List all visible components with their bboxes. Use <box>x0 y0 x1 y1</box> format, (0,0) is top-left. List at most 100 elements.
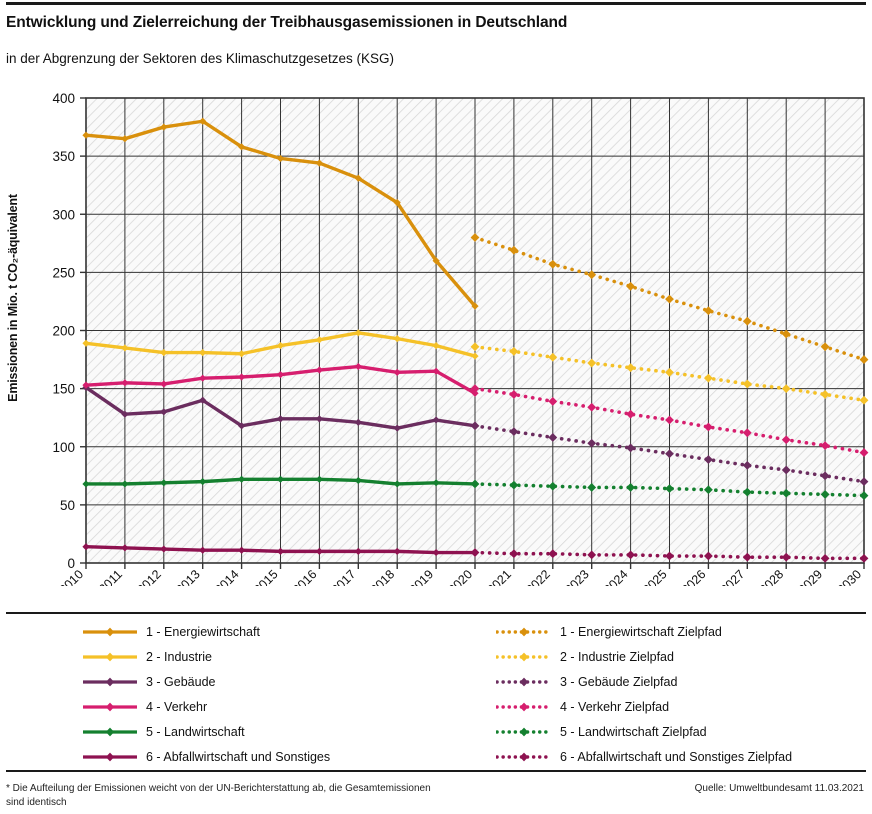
data-point-marker <box>276 547 285 555</box>
data-point-marker <box>587 270 597 280</box>
svg-text:2015: 2015 <box>251 567 281 586</box>
data-point-marker <box>704 373 713 383</box>
data-point-marker <box>704 455 713 464</box>
legend-item-label: 2 - Industrie <box>146 650 213 664</box>
legend-line-swatch-icon <box>495 625 553 639</box>
data-point-marker <box>470 233 480 242</box>
series-verkehr-dotted <box>470 384 869 457</box>
data-point-marker <box>276 154 285 163</box>
data-point-marker <box>276 371 285 379</box>
data-point-marker <box>121 344 129 352</box>
data-point-marker <box>626 281 635 291</box>
data-point-marker <box>160 380 168 388</box>
data-point-marker <box>548 549 558 559</box>
data-point-marker <box>665 551 674 561</box>
data-point-marker <box>238 373 246 381</box>
legend-item[interactable]: 1 - Energiewirtschaft Zielpfad <box>436 620 866 644</box>
data-point-marker <box>432 548 440 557</box>
x-tick-label: 2016 <box>290 567 320 597</box>
legend-item[interactable]: 5 - Landwirtschaft Zielpfad <box>436 720 866 744</box>
data-point-marker <box>354 476 362 485</box>
x-tick-label: 2011 <box>96 567 125 596</box>
legend-item[interactable]: 2 - Industrie Zielpfad <box>436 645 866 669</box>
legend-item[interactable]: 6 - Abfallwirtschaft und Sonstiges <box>6 745 436 769</box>
data-point-marker <box>509 347 519 356</box>
x-tick-label: 2030 <box>835 567 865 597</box>
data-point-marker <box>626 409 635 419</box>
data-point-marker <box>820 390 830 399</box>
legend-item[interactable]: 6 - Abfallwirtschaft und Sonstiges Zielp… <box>436 745 866 769</box>
legend-line-swatch-icon <box>495 725 553 739</box>
data-point-marker <box>121 544 129 552</box>
series-line <box>473 550 866 561</box>
x-tick-label: 2024 <box>601 567 631 597</box>
legend-item-label: 5 - Landwirtschaft <box>146 725 245 739</box>
legend-line-swatch-icon <box>82 650 138 664</box>
legend-line-swatch-icon <box>82 675 138 689</box>
data-point-marker <box>587 483 597 492</box>
page-title: Entwicklung und Zielerreichung der Treib… <box>6 14 568 31</box>
data-point-marker <box>470 384 480 394</box>
data-point-marker <box>199 374 207 382</box>
data-point-marker <box>354 329 362 337</box>
legend-top-rule <box>6 612 866 614</box>
legend-line-swatch-icon <box>495 675 553 689</box>
header-rule <box>6 2 866 5</box>
x-tick-label: 2019 <box>407 567 437 597</box>
data-point-marker <box>665 294 674 304</box>
legend-item-label: 3 - Gebäude <box>146 675 216 689</box>
legend-item[interactable]: 2 - Industrie <box>6 645 436 669</box>
data-point-marker <box>859 553 869 563</box>
x-tick-label: 2023 <box>562 567 592 597</box>
data-point-marker <box>548 481 558 491</box>
legend-item[interactable]: 1 - Energiewirtschaft <box>6 620 436 644</box>
legend-bottom-rule <box>6 770 866 772</box>
data-point-marker <box>470 421 480 431</box>
data-point-marker <box>276 475 285 483</box>
legend-item-label: 4 - Verkehr <box>146 700 208 714</box>
data-point-marker <box>238 350 246 358</box>
x-tick-label: 2018 <box>368 567 398 597</box>
data-point-marker <box>121 135 129 143</box>
legend-item[interactable]: 3 - Gebäude <box>6 670 436 694</box>
y-tick-label: 200 <box>52 324 75 339</box>
data-point-marker <box>859 491 869 500</box>
series-gebaeude-dotted <box>470 421 869 487</box>
legend-item[interactable]: 3 - Gebäude Zielpfad <box>436 670 866 694</box>
y-tick-label: 150 <box>52 382 75 397</box>
legend-item[interactable]: 4 - Verkehr Zielpfad <box>436 695 866 719</box>
data-point-marker <box>393 480 401 488</box>
series-verkehr-solid <box>82 362 479 397</box>
data-point-marker <box>121 480 129 488</box>
data-point-marker <box>509 549 519 559</box>
data-point-marker <box>704 485 713 495</box>
series-industrie-dotted <box>470 342 869 405</box>
data-point-marker <box>82 131 90 139</box>
legend-item[interactable]: 4 - Verkehr <box>6 695 436 719</box>
svg-text:2027: 2027 <box>718 567 748 586</box>
x-tick-label: 2022 <box>523 567 553 597</box>
data-point-marker <box>354 174 362 182</box>
svg-text:2028: 2028 <box>757 567 787 586</box>
data-point-marker <box>432 257 440 265</box>
data-point-marker <box>276 342 285 350</box>
data-point-marker <box>781 329 791 339</box>
page-subtitle: in der Abgrenzung der Sektoren des Klima… <box>6 51 394 66</box>
data-point-marker <box>509 390 519 399</box>
svg-text:2013: 2013 <box>173 567 203 586</box>
data-point-marker <box>587 358 597 368</box>
data-point-marker <box>393 199 401 207</box>
x-tick-label: 2027 <box>718 567 748 597</box>
legend-item[interactable]: 5 - Landwirtschaft <box>6 720 436 744</box>
data-point-marker <box>859 355 869 364</box>
data-point-marker <box>160 408 168 416</box>
data-point-marker <box>587 402 597 412</box>
data-point-marker <box>548 352 558 362</box>
data-point-marker <box>199 348 207 357</box>
data-point-marker <box>742 379 752 389</box>
y-tick-label: 50 <box>60 498 75 513</box>
svg-text:2029: 2029 <box>796 567 826 586</box>
data-point-marker <box>121 379 129 387</box>
svg-text:2016: 2016 <box>290 567 320 586</box>
